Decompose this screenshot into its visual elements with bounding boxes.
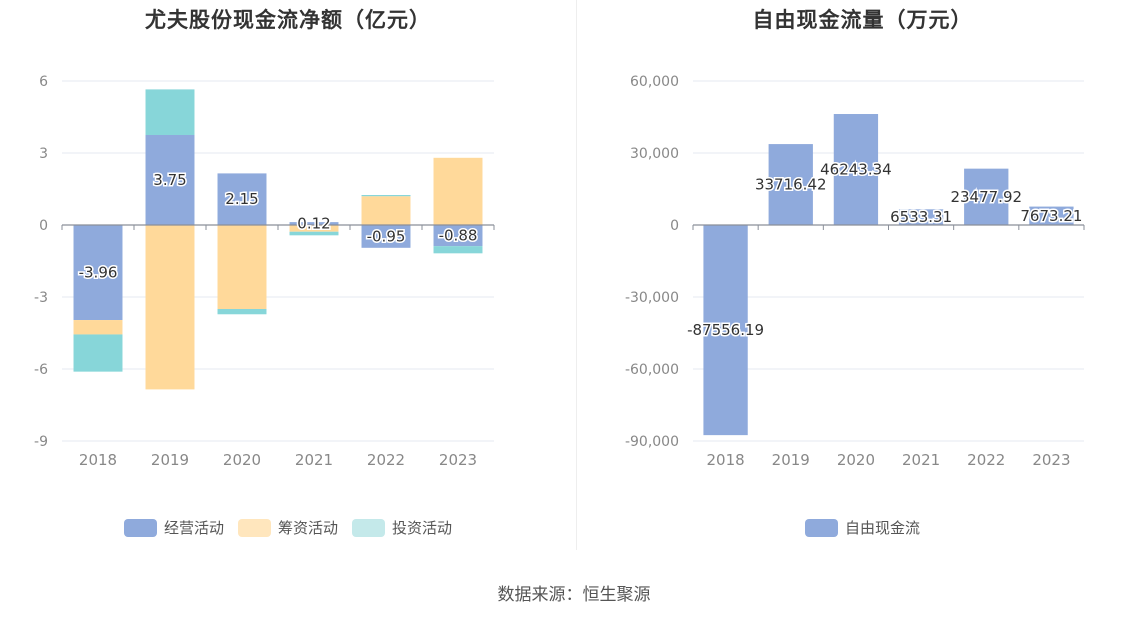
cashflow-bar-投资活动: [145, 89, 195, 135]
fcf-y-tick-label: -90,000: [625, 434, 679, 450]
fcf-bar-自由现金流: [898, 209, 944, 225]
cashflow-x-tick-label: 2023: [439, 451, 477, 469]
cashflow-legend-item[interactable]: 投资活动: [352, 517, 452, 538]
cashflow-bar-投资活动: [289, 231, 339, 236]
legend-swatch: [352, 518, 385, 537]
fcf-y-tick-label: 30,000: [630, 146, 679, 162]
fcf-x-tick-label: 2023: [1032, 451, 1070, 469]
fcf-x-tick-label: 2021: [902, 451, 940, 469]
fcf-y-tick-label: -60,000: [625, 362, 679, 378]
cashflow-bar-经营活动: [433, 225, 483, 247]
cashflow-bar-投资活动: [433, 246, 483, 254]
fcf-x-tick-label: 2018: [706, 451, 744, 469]
fcf-data-label: 6533.31: [890, 208, 952, 226]
legend-label: 筹资活动: [277, 519, 338, 537]
cashflow-data-label: 0.12: [297, 215, 330, 233]
legend-label: 自由现金流: [844, 519, 920, 537]
fcf-bar-自由现金流: [964, 168, 1009, 225]
fcf-chart-panel: 自由现金流量（万元） 60,000 30,000 0 -30,000 -60,000 -9…: [577, 0, 1148, 560]
cashflow-legend-item[interactable]: 筹资活动: [237, 517, 338, 538]
fcf-data-label: 46243.34: [820, 161, 892, 179]
cashflow-legend: 经营活动 筹资活动 投资活动: [0, 517, 576, 538]
chart-title-fcf: 自由现金流量（万元）: [752, 8, 973, 32]
cashflow-bar-筹资活动: [361, 196, 411, 225]
fcf-x-tick-label: 2020: [837, 451, 875, 469]
cashflow-bar-筹资活动: [73, 320, 123, 335]
fcf-x-tick-label: 2022: [967, 451, 1005, 469]
fcf-y-tick-label: 0: [670, 218, 679, 234]
cashflow-data-label: 3.75: [153, 171, 186, 189]
cashflow-x-tick-label: 2022: [367, 451, 405, 469]
fcf-data-label: -87556.19: [687, 321, 764, 339]
fcf-legend: 自由现金流: [577, 517, 1148, 538]
cashflow-bar-经营活动: [217, 173, 267, 225]
cashflow-x-tick-label: 2018: [79, 451, 117, 469]
cashflow-bar-筹资活动: [289, 225, 339, 232]
fcf-y-tick-label: -30,000: [625, 290, 679, 306]
fcf-bar-自由现金流: [833, 114, 879, 225]
cashflow-y-tick-label: -3: [34, 290, 48, 306]
cashflow-data-label: -3.96: [79, 264, 118, 282]
fcf-legend-item[interactable]: 自由现金流: [804, 517, 920, 538]
cashflow-legend-item[interactable]: 经营活动: [123, 517, 224, 538]
data-source-note: 数据来源：恒生聚源: [497, 585, 651, 605]
cashflow-y-tick-label: 6: [39, 74, 48, 90]
fcf-bar-自由现金流: [768, 144, 813, 225]
cashflow-bar-投资活动: [217, 309, 267, 315]
cashflow-data-label: 2.15: [225, 190, 258, 208]
cashflow-chart-panel: 尤夫股份现金流净额（亿元） 6 3 0 -3 -6 -9 -3.96 3.75 2.15 0.12…: [0, 0, 576, 560]
cashflow-y-tick-label: -9: [34, 434, 48, 450]
fcf-x-tick-label: 2019: [772, 451, 810, 469]
legend-label: 经营活动: [163, 519, 224, 537]
fcf-data-label: 23477.92: [950, 188, 1022, 206]
fcf-data-label: 33716.42: [755, 176, 827, 194]
cashflow-chart-plot: 6 3 0 -3 -6 -9 -3.96 3.75 2.15 0.12 -0.95 -0.88 2018…: [34, 74, 495, 469]
legend-label: 投资活动: [392, 519, 453, 537]
cashflow-y-tick-label: -6: [34, 362, 48, 378]
legend-swatch: [123, 518, 157, 537]
legend-swatch: [237, 518, 271, 537]
cashflow-bar-投资活动: [361, 195, 411, 197]
cashflow-bar-经营活动: [361, 225, 411, 248]
cashflow-bar-筹资活动: [433, 157, 483, 225]
cashflow-bar-投资活动: [73, 334, 123, 372]
fcf-bar-自由现金流: [703, 225, 748, 436]
legend-swatch: [804, 518, 838, 537]
cashflow-bar-经营活动: [73, 225, 123, 321]
panel-divider: [576, 0, 577, 550]
cashflow-y-tick-label: 3: [39, 146, 48, 162]
fcf-bar-自由现金流: [1029, 206, 1074, 225]
cashflow-bar-筹资活动: [217, 225, 267, 309]
cashflow-x-tick-label: 2021: [295, 451, 333, 469]
cashflow-bar-经营活动: [145, 135, 195, 225]
cashflow-x-tick-label: 2019: [151, 451, 189, 469]
fcf-data-label: 7673.21: [1020, 207, 1082, 225]
cashflow-data-label: -0.88: [439, 227, 478, 245]
cashflow-x-tick-label: 2020: [223, 451, 261, 469]
fcf-chart-plot: 60,000 30,000 0 -30,000 -60,000 -90,000 -87556…: [625, 74, 1085, 469]
cashflow-bar-经营活动: [289, 222, 339, 225]
cashflow-bar-筹资活动: [145, 225, 195, 390]
chart-title-cashflow: 尤夫股份现金流净额（亿元）: [145, 8, 431, 32]
fcf-y-tick-label: 60,000: [630, 74, 679, 90]
cashflow-data-label: -0.95: [367, 227, 406, 245]
cashflow-y-tick-label: 0: [39, 218, 48, 234]
